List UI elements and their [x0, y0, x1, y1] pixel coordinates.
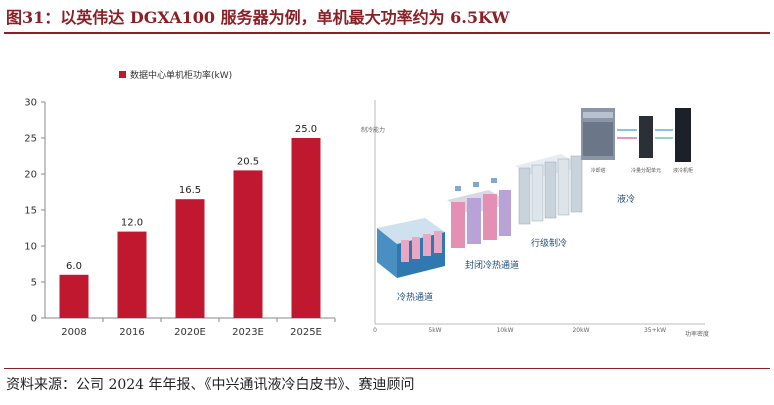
bar	[175, 199, 205, 318]
x-tick-label: 2008	[61, 327, 86, 338]
cooling-evolution-diagram: 制冷能力 功率密度 0 5kW 10kW 20kW 35+kW 冷热通道 封闭冷…	[361, 100, 709, 338]
figure-title: 图31：以英伟达 DGXA100 服务器为例，单机最大功率约为 6.5KW	[6, 8, 510, 27]
diagram-x-tick-5kw: 5kW	[428, 327, 441, 334]
liquid-part-cooling-tower: 冷却塔	[590, 167, 605, 174]
liquid-part-liquid-rack: 液冷机柜	[673, 167, 693, 174]
footer-rule	[4, 368, 770, 369]
stage-label-hot-cold-aisle: 冷热通道	[397, 291, 433, 303]
legend-swatch	[119, 71, 126, 78]
stage-enclosed-aisle-illustration	[447, 178, 511, 248]
legend-label: 数据中心单机柜功率(kW)	[130, 69, 232, 81]
x-tick-label: 2025E	[290, 327, 322, 338]
bar	[117, 231, 147, 318]
y-tick-label: 25	[24, 134, 37, 145]
stage-hot-cold-aisle-illustration	[377, 218, 445, 278]
data-label: 6.0	[66, 261, 82, 272]
y-tick-label: 20	[24, 170, 37, 181]
data-label: 12.0	[121, 218, 143, 229]
diagram-x-tick-0: 0	[373, 327, 377, 334]
y-tick-label: 10	[24, 242, 37, 253]
stage-label-row-cooling: 行级制冷	[531, 237, 567, 249]
stage-liquid-cooling-illustration	[581, 108, 691, 162]
stage-label-enclosed-aisle: 封闭冷热通道	[465, 259, 519, 271]
y-tick-label: 15	[24, 206, 37, 217]
y-tick-label: 0	[31, 314, 37, 325]
y-tick-label: 30	[24, 98, 37, 109]
x-tick-label: 2016	[119, 327, 144, 338]
diagram-y-axis-label: 制冷能力	[361, 126, 385, 134]
bar	[291, 138, 321, 318]
diagram-x-tick-10kw: 10kW	[496, 327, 513, 334]
stage-row-cooling-illustration	[515, 154, 583, 225]
bar	[59, 274, 89, 318]
data-label: 16.5	[179, 185, 201, 196]
bar	[233, 170, 263, 318]
liquid-part-cdu: 冷量分配单元	[631, 167, 661, 174]
diagram-x-axis-label: 功率密度	[685, 330, 709, 338]
source-note: 资料来源：公司 2024 年年报、《中兴通讯液冷白皮书》、赛迪顾问	[6, 377, 415, 393]
diagram-x-tick-35kw: 35+kW	[644, 327, 666, 334]
data-label: 25.0	[295, 124, 317, 135]
diagram-x-tick-20kw: 20kW	[572, 327, 589, 334]
stage-label-liquid-cooling: 液冷	[617, 193, 635, 205]
y-tick-label: 5	[31, 278, 37, 289]
x-tick-label: 2023E	[232, 327, 264, 338]
bar-chart: 数据中心单机柜功率(kW) 0 5 10 15 20 25 30 2008 2016 2020E 2…	[24, 69, 336, 338]
data-label: 20.5	[237, 156, 259, 167]
title-rule	[4, 32, 770, 34]
x-tick-label: 2020E	[174, 327, 206, 338]
